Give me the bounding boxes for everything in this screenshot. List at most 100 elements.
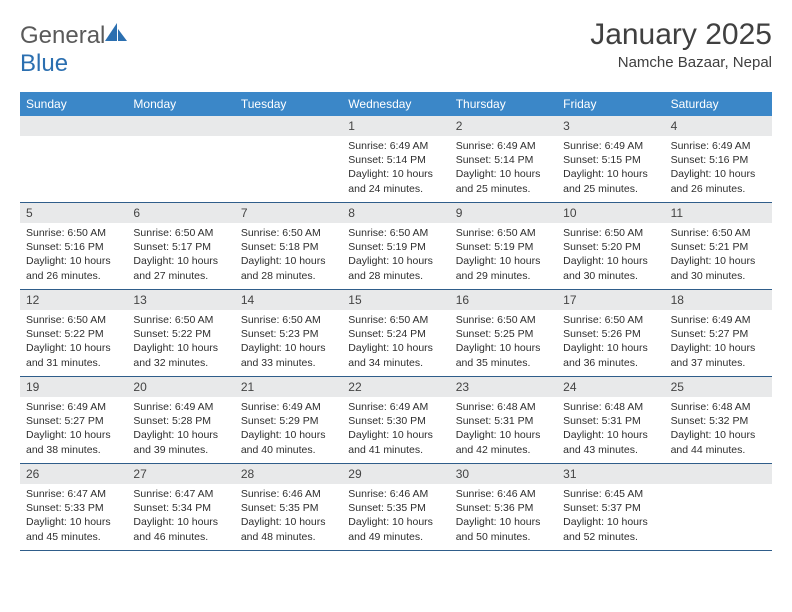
daylight-line-2: and 49 minutes. <box>348 530 443 544</box>
calendar-day: 21Sunrise: 6:49 AMSunset: 5:29 PMDayligh… <box>235 377 342 463</box>
daylight-line-2: and 44 minutes. <box>671 443 766 457</box>
sunrise: Sunrise: 6:50 AM <box>348 226 443 240</box>
day-content: Sunrise: 6:49 AMSunset: 5:29 PMDaylight:… <box>235 397 342 461</box>
day-number: 11 <box>665 203 772 223</box>
sunset: Sunset: 5:15 PM <box>563 153 658 167</box>
day-number: 31 <box>557 464 664 484</box>
daylight-line-1: Daylight: 10 hours <box>348 515 443 529</box>
daylight-line-1: Daylight: 10 hours <box>456 254 551 268</box>
sunset: Sunset: 5:36 PM <box>456 501 551 515</box>
daylight-line-1: Daylight: 10 hours <box>671 167 766 181</box>
daylight-line-1: Daylight: 10 hours <box>671 254 766 268</box>
weekday-header: Thursday <box>450 92 557 116</box>
calendar-week: 19Sunrise: 6:49 AMSunset: 5:27 PMDayligh… <box>20 377 772 464</box>
sunrise: Sunrise: 6:50 AM <box>348 313 443 327</box>
daylight-line-1: Daylight: 10 hours <box>241 254 336 268</box>
sunset: Sunset: 5:32 PM <box>671 414 766 428</box>
day-content: Sunrise: 6:49 AMSunset: 5:28 PMDaylight:… <box>127 397 234 461</box>
sunrise: Sunrise: 6:49 AM <box>348 400 443 414</box>
day-number: 28 <box>235 464 342 484</box>
daylight-line-1: Daylight: 10 hours <box>133 254 228 268</box>
daylight-line-2: and 42 minutes. <box>456 443 551 457</box>
day-content: Sunrise: 6:49 AMSunset: 5:16 PMDaylight:… <box>665 136 772 200</box>
day-number: 27 <box>127 464 234 484</box>
sunrise: Sunrise: 6:46 AM <box>241 487 336 501</box>
day-content: Sunrise: 6:50 AMSunset: 5:17 PMDaylight:… <box>127 223 234 287</box>
day-content: Sunrise: 6:49 AMSunset: 5:15 PMDaylight:… <box>557 136 664 200</box>
weekday-header: Friday <box>557 92 664 116</box>
sunset: Sunset: 5:26 PM <box>563 327 658 341</box>
day-number: 6 <box>127 203 234 223</box>
sunrise: Sunrise: 6:47 AM <box>26 487 121 501</box>
daylight-line-2: and 41 minutes. <box>348 443 443 457</box>
daylight-line-1: Daylight: 10 hours <box>671 428 766 442</box>
calendar-day: 8Sunrise: 6:50 AMSunset: 5:19 PMDaylight… <box>342 203 449 289</box>
sunrise: Sunrise: 6:50 AM <box>456 313 551 327</box>
calendar-day: 18Sunrise: 6:49 AMSunset: 5:27 PMDayligh… <box>665 290 772 376</box>
day-number: 22 <box>342 377 449 397</box>
location: Namche Bazaar, Nepal <box>590 54 772 71</box>
daylight-line-1: Daylight: 10 hours <box>26 341 121 355</box>
calendar-day: 2Sunrise: 6:49 AMSunset: 5:14 PMDaylight… <box>450 116 557 202</box>
day-content: Sunrise: 6:50 AMSunset: 5:21 PMDaylight:… <box>665 223 772 287</box>
day-content: Sunrise: 6:49 AMSunset: 5:14 PMDaylight:… <box>342 136 449 200</box>
sunrise: Sunrise: 6:50 AM <box>26 313 121 327</box>
day-content: Sunrise: 6:48 AMSunset: 5:32 PMDaylight:… <box>665 397 772 461</box>
sunset: Sunset: 5:31 PM <box>456 414 551 428</box>
daylight-line-1: Daylight: 10 hours <box>241 515 336 529</box>
calendar-day: 5Sunrise: 6:50 AMSunset: 5:16 PMDaylight… <box>20 203 127 289</box>
sunset: Sunset: 5:22 PM <box>133 327 228 341</box>
sunset: Sunset: 5:33 PM <box>26 501 121 515</box>
daylight-line-2: and 26 minutes. <box>671 182 766 196</box>
calendar-week: 26Sunrise: 6:47 AMSunset: 5:33 PMDayligh… <box>20 464 772 551</box>
daylight-line-2: and 33 minutes. <box>241 356 336 370</box>
day-number: 18 <box>665 290 772 310</box>
day-content: Sunrise: 6:50 AMSunset: 5:23 PMDaylight:… <box>235 310 342 374</box>
day-content: Sunrise: 6:50 AMSunset: 5:19 PMDaylight:… <box>342 223 449 287</box>
day-number: 5 <box>20 203 127 223</box>
day-content: Sunrise: 6:49 AMSunset: 5:30 PMDaylight:… <box>342 397 449 461</box>
day-number: 23 <box>450 377 557 397</box>
calendar-day: 10Sunrise: 6:50 AMSunset: 5:20 PMDayligh… <box>557 203 664 289</box>
logo-sail-icon <box>103 21 129 43</box>
daylight-line-2: and 48 minutes. <box>241 530 336 544</box>
day-number <box>665 464 772 484</box>
sunrise: Sunrise: 6:49 AM <box>671 139 766 153</box>
day-number: 20 <box>127 377 234 397</box>
day-content: Sunrise: 6:47 AMSunset: 5:33 PMDaylight:… <box>20 484 127 548</box>
day-number: 1 <box>342 116 449 136</box>
calendar-day: 11Sunrise: 6:50 AMSunset: 5:21 PMDayligh… <box>665 203 772 289</box>
day-number: 25 <box>665 377 772 397</box>
daylight-line-2: and 27 minutes. <box>133 269 228 283</box>
calendar-weeks: 1Sunrise: 6:49 AMSunset: 5:14 PMDaylight… <box>20 116 772 551</box>
daylight-line-2: and 50 minutes. <box>456 530 551 544</box>
sunset: Sunset: 5:35 PM <box>348 501 443 515</box>
daylight-line-2: and 34 minutes. <box>348 356 443 370</box>
logo-word-1: General <box>20 22 105 49</box>
day-content: Sunrise: 6:50 AMSunset: 5:24 PMDaylight:… <box>342 310 449 374</box>
daylight-line-2: and 45 minutes. <box>26 530 121 544</box>
day-number: 21 <box>235 377 342 397</box>
sunset: Sunset: 5:21 PM <box>671 240 766 254</box>
logo-text: GeneralBlue <box>20 22 129 78</box>
day-number: 7 <box>235 203 342 223</box>
month-title: January 2025 <box>590 18 772 52</box>
sunset: Sunset: 5:14 PM <box>348 153 443 167</box>
daylight-line-1: Daylight: 10 hours <box>563 254 658 268</box>
sunrise: Sunrise: 6:50 AM <box>26 226 121 240</box>
calendar-day: 15Sunrise: 6:50 AMSunset: 5:24 PMDayligh… <box>342 290 449 376</box>
day-number: 15 <box>342 290 449 310</box>
daylight-line-2: and 29 minutes. <box>456 269 551 283</box>
sunrise: Sunrise: 6:48 AM <box>563 400 658 414</box>
title-block: January 2025 Namche Bazaar, Nepal <box>590 18 772 71</box>
calendar-day: 16Sunrise: 6:50 AMSunset: 5:25 PMDayligh… <box>450 290 557 376</box>
sunrise: Sunrise: 6:50 AM <box>133 226 228 240</box>
sunset: Sunset: 5:27 PM <box>671 327 766 341</box>
daylight-line-2: and 25 minutes. <box>456 182 551 196</box>
sunrise: Sunrise: 6:48 AM <box>671 400 766 414</box>
calendar-day-empty <box>235 116 342 202</box>
day-content: Sunrise: 6:50 AMSunset: 5:25 PMDaylight:… <box>450 310 557 374</box>
sunset: Sunset: 5:29 PM <box>241 414 336 428</box>
daylight-line-1: Daylight: 10 hours <box>456 515 551 529</box>
calendar-day: 28Sunrise: 6:46 AMSunset: 5:35 PMDayligh… <box>235 464 342 550</box>
